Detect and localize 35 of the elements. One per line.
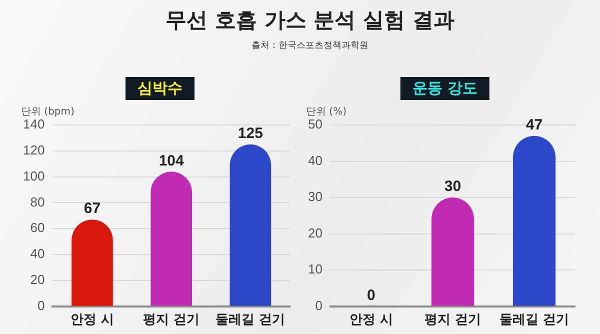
chart-subtitle: 심박수 [126,77,194,100]
source-note: 출처 : 한국스포츠정책과학원 [250,40,370,52]
y-axis-title: 단위 (bpm) [21,106,75,118]
data-label: 125 [238,125,263,142]
y-tick-label: 10 [308,262,322,277]
data-label: 0 [367,287,376,304]
y-tick-label: 0 [315,298,322,313]
bar [150,172,192,306]
y-tick-label: 60 [30,220,45,236]
x-tick-label: 둘레길 걷기 [216,312,286,328]
x-tick-label: 안정 시 [70,312,114,328]
y-tick-label: 20 [308,225,322,240]
y-tick-label: 30 [308,189,322,204]
y-axis-title: 단위 (%) [306,106,347,118]
y-tick-label: 140 [22,116,45,132]
data-label: 104 [158,152,185,170]
x-tick-label: 평지 걷기 [424,312,481,328]
y-tick-label: 120 [22,142,45,158]
x-tick-label: 안정 시 [349,312,393,328]
bar [72,220,113,306]
y-tick-label: 80 [30,194,45,210]
y-tick-label: 40 [308,152,322,168]
data-label: 47 [526,116,543,134]
x-tick-label: 평지 걷기 [143,312,200,328]
data-label: 67 [84,200,101,218]
data-label: 30 [444,178,462,196]
y-tick-label: 50 [308,116,322,132]
chart-title: 무선 호흡 가스 분석 실험 결과 [164,7,456,34]
bar [230,144,272,306]
y-tick-label: 100 [22,168,45,184]
y-tick-label: 0 [37,298,45,313]
y-tick-label: 40 [30,246,45,262]
chart-title: 운동 강도 [400,77,490,100]
y-tick-label: 20 [30,272,45,288]
x-tick-label: 둘레길 걷기 [499,312,570,328]
